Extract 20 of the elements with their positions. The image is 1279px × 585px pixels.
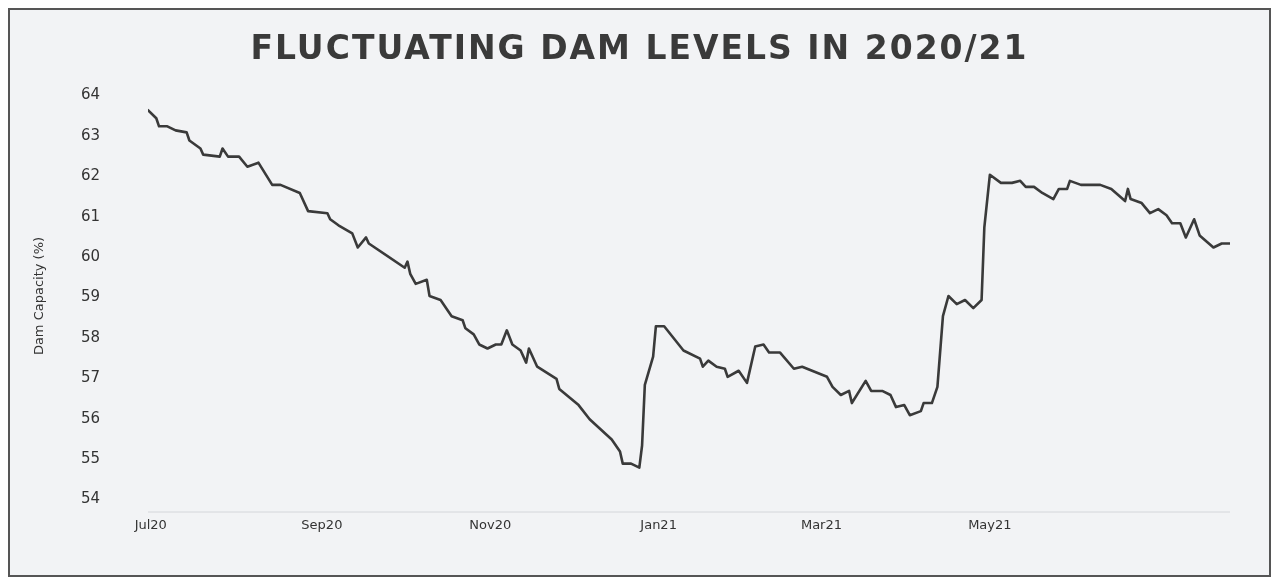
y-tick-label: 60 bbox=[80, 246, 100, 265]
x-tick-label: Sep20 bbox=[301, 517, 343, 533]
y-tick-label: 54 bbox=[80, 489, 100, 508]
y-tick-label: 59 bbox=[80, 287, 100, 306]
y-tick-label: 57 bbox=[80, 368, 100, 387]
y-tick-label: 63 bbox=[80, 125, 100, 144]
x-tick-label: Mar21 bbox=[800, 517, 843, 533]
x-tick-label: Nov20 bbox=[469, 517, 512, 533]
y-axis-title: Dam Capacity (%) bbox=[30, 236, 46, 356]
y-tick-label: 58 bbox=[80, 327, 100, 346]
line-series bbox=[148, 108, 1230, 469]
x-tick-label: May21 bbox=[968, 517, 1012, 533]
chart-title: FLUCTUATING DAM LEVELS IN 2020/21 bbox=[249, 28, 1030, 69]
y-tick-label: 61 bbox=[80, 206, 100, 225]
y-tick-label: 64 bbox=[80, 85, 100, 104]
y-tick-label: 62 bbox=[80, 166, 100, 185]
y-tick-label: 56 bbox=[80, 408, 100, 427]
x-tick-label: Jan21 bbox=[639, 517, 677, 533]
y-tick-label: 55 bbox=[80, 448, 100, 467]
x-tick-label: Jul20 bbox=[133, 517, 167, 533]
